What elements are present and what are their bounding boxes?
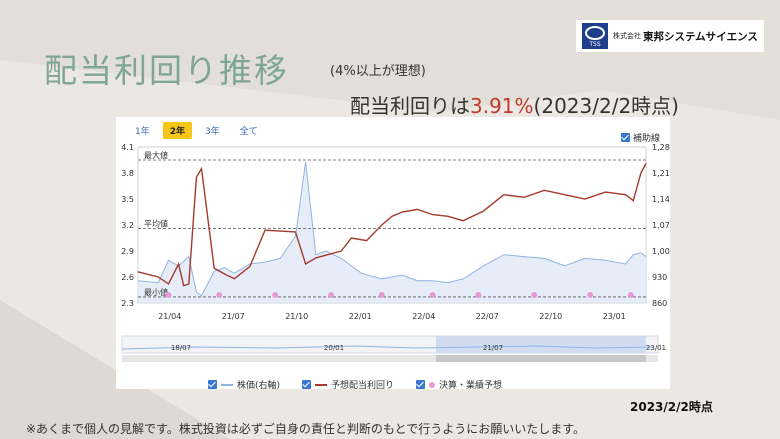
company-prefix: 株式会社 xyxy=(613,32,641,40)
x-tick-label: 22/07 xyxy=(476,312,499,321)
scrollbar-track xyxy=(122,355,658,362)
yield-swatch xyxy=(315,383,328,386)
navigator-selection xyxy=(436,336,646,353)
navigator-tick-label: 21/07 xyxy=(483,344,503,352)
event-marker xyxy=(531,292,538,298)
y-left-tick-label: 2.3 xyxy=(121,299,134,308)
range-tabs: 1年 2年 3年 全て xyxy=(128,122,265,139)
x-tick-label: 23/01 xyxy=(603,312,626,321)
event-marker xyxy=(165,292,172,298)
y-left-tick-label: 2.9 xyxy=(121,247,134,256)
checkbox-icon[interactable] xyxy=(208,380,217,389)
yield-value: 3.91% xyxy=(470,94,534,118)
x-tick-label: 21/04 xyxy=(158,312,181,321)
reference-line-label: 最大値 xyxy=(144,150,168,160)
legend-events-label: 決算・業績予想 xyxy=(439,381,503,391)
legend-price-label: 株価(右軸) xyxy=(237,381,281,391)
navigator-tick-label: 23/01 xyxy=(646,344,666,352)
yield-chart: 2.3 2.6 2.9 3.2 3.5 3.8 4.1 860 930 1,000 1,070 1,1… xyxy=(121,143,670,362)
event-marker xyxy=(378,292,385,298)
yield-prefix: 配当利回りは xyxy=(350,94,470,118)
legend-yield-label: 予想配当利回り xyxy=(331,381,395,391)
tab-all[interactable]: 全て xyxy=(239,127,258,137)
navigator-tick-label: 18/07 xyxy=(171,344,191,352)
y-right-tick-label: 1,000 xyxy=(652,247,670,256)
x-tick-label: 21/07 xyxy=(222,312,245,321)
y-left-tick-label: 2.6 xyxy=(121,273,134,282)
y-left-tick-label: 3.8 xyxy=(121,169,134,178)
y-right-tick-label: 1,280 xyxy=(652,143,670,152)
company-name: 東邦システムサイエンス xyxy=(643,30,758,43)
aux-lines-label: 補助線 xyxy=(632,134,660,144)
y-left-tick-label: 3.2 xyxy=(121,221,134,230)
reference-line-label: 平均値 xyxy=(144,218,168,228)
event-marker xyxy=(627,292,634,298)
yield-suffix: (2023/2/2時点) xyxy=(533,94,679,118)
tab-1y[interactable]: 1年 xyxy=(135,127,150,137)
checkbox-icon[interactable] xyxy=(620,133,630,142)
y-right-tick-label: 1,070 xyxy=(652,221,670,230)
checkbox-icon[interactable] xyxy=(302,380,312,389)
x-tick-label: 21/10 xyxy=(285,312,308,321)
y-left-tick-label: 4.1 xyxy=(121,143,134,152)
y-left-tick-label: 3.5 xyxy=(121,195,134,204)
y-right-tick-label: 860 xyxy=(652,299,667,308)
event-marker xyxy=(216,292,223,298)
event-marker xyxy=(587,292,594,298)
event-swatch xyxy=(429,381,436,388)
reference-line-label: 最小値 xyxy=(144,287,168,297)
tab-2y[interactable]: 2年 xyxy=(162,122,192,139)
chart-panel: 1年 2年 3年 全て 補助線 2.3 2.6 2.9 3.2 3.5 3.8 4.1 860… xyxy=(116,117,670,391)
navigator-tick-label: 20/01 xyxy=(324,344,344,352)
checkbox-icon[interactable] xyxy=(416,380,426,389)
x-tick-label: 22/10 xyxy=(539,312,562,321)
chart-legend: 株価(右軸) 予想配当利回り 決算・業績予想 xyxy=(208,378,502,391)
event-marker xyxy=(475,292,482,298)
price-area xyxy=(138,161,646,303)
event-marker xyxy=(429,292,436,298)
x-tick-label: 22/01 xyxy=(349,312,372,321)
legend-yield[interactable]: 予想配当利回り xyxy=(302,378,394,391)
tss-logo-icon: TSS xyxy=(582,23,608,49)
y-right-tick-label: 1,140 xyxy=(652,195,670,204)
scrollbar-thumb[interactable] xyxy=(436,355,646,362)
yield-summary: 配当利回りは3.91%(2023/2/2時点) xyxy=(350,90,679,119)
page-title: 配当利回り推移 xyxy=(44,51,289,90)
disclaimer: ※あくまで個人の見解です。株式投資は必ずご自身の責任と判断のもとで行うようにお願… xyxy=(26,422,586,436)
y-right-tick-label: 1,210 xyxy=(652,169,670,178)
navigator-line xyxy=(121,345,653,350)
legend-price[interactable]: 株価(右軸) xyxy=(208,378,280,391)
event-marker xyxy=(272,292,279,298)
price-line xyxy=(137,161,647,297)
as-of-date: 2023/2/2時点 xyxy=(630,400,713,414)
title-note: (4%以上が理想) xyxy=(330,64,426,79)
yield-line xyxy=(137,163,647,287)
price-swatch xyxy=(221,383,233,386)
legend-events[interactable]: 決算・業績予想 xyxy=(416,378,502,391)
aux-lines-toggle[interactable]: 補助線 xyxy=(620,131,660,144)
svg-text:TSS: TSS xyxy=(588,41,600,48)
company-logo: TSS 株式会社 東邦システムサイエンス xyxy=(576,20,764,52)
y-right-tick-label: 930 xyxy=(652,273,667,282)
tab-3y[interactable]: 3年 xyxy=(205,127,220,137)
event-marker xyxy=(328,292,335,298)
x-tick-label: 22/04 xyxy=(412,312,435,321)
